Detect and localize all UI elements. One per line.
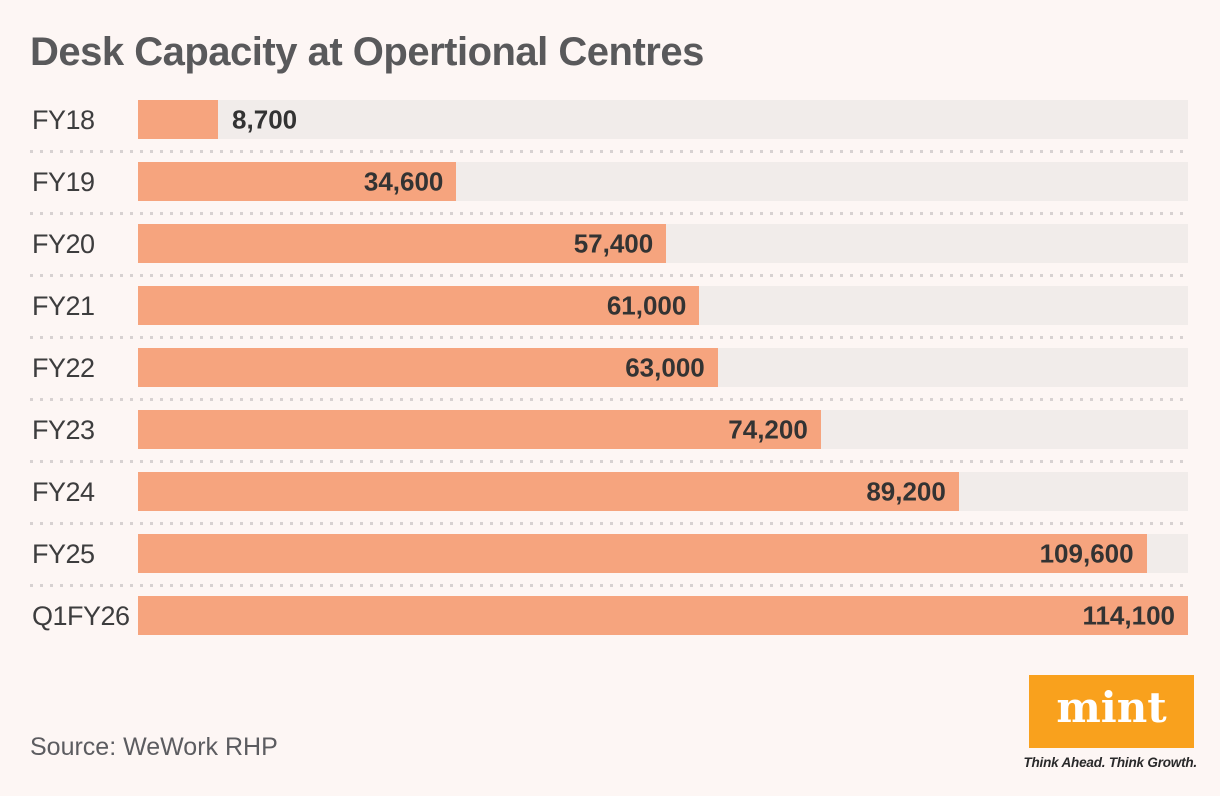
bar-row: FY23 74,200: [30, 399, 1188, 463]
source-note: Source: WeWork RHP: [30, 733, 278, 761]
bar-track: 109,600: [138, 534, 1188, 573]
bar: [138, 224, 667, 263]
bar: [138, 472, 959, 511]
bar: [138, 100, 219, 139]
value-label: 61,000: [606, 290, 687, 320]
bar-row: Q1FY26 114,100: [30, 585, 1188, 647]
value-label: 8,700: [232, 104, 298, 134]
value-label: 63,000: [625, 352, 705, 382]
category-label: FY20: [32, 229, 95, 259]
bar: [138, 348, 718, 387]
bar-track: 63,000: [138, 348, 1188, 387]
category-label: FY25: [32, 539, 95, 569]
chart-title: Desk Capacity at Opertional Centres: [30, 30, 704, 74]
bar-track: 74,200: [138, 410, 1188, 449]
category-label: FY18: [32, 105, 95, 135]
value-label: 109,600: [1039, 538, 1134, 568]
value-label: 57,400: [573, 228, 654, 258]
category-label: FY22: [32, 353, 95, 383]
category-label: Q1FY26: [32, 601, 130, 631]
bar-row: FY25 109,600: [30, 523, 1188, 587]
bar-track: 34,600: [138, 162, 1188, 201]
bar-track: 114,100: [138, 596, 1188, 635]
bar-track: 89,200: [138, 472, 1188, 511]
value-label: 34,600: [363, 166, 444, 196]
category-label: FY23: [32, 415, 95, 445]
bar-track: 61,000: [138, 286, 1188, 325]
category-label: FY21: [32, 291, 95, 321]
bar-chart: FY18 8,700 FY19 34,600 FY20 57,400 FY21 …: [30, 89, 1188, 647]
bar: [138, 286, 700, 325]
bar: [138, 162, 457, 201]
brand-block: mint Think Ahead. Think Growth.: [1023, 675, 1197, 770]
bar: [138, 596, 1188, 635]
bar-track: 57,400: [138, 224, 1188, 263]
bar-row: FY20 57,400: [30, 213, 1188, 277]
mint-logo-text: mint: [1056, 682, 1167, 732]
bar-row: FY19 34,600: [30, 151, 1188, 215]
brand-tagline: Think Ahead. Think Growth.: [1023, 755, 1197, 770]
bar-row: FY24 89,200: [30, 461, 1188, 525]
bar: [138, 410, 821, 449]
bar-row: FY22 63,000: [30, 337, 1188, 401]
value-label: 114,100: [1082, 600, 1175, 630]
bar-row: FY21 61,000: [30, 275, 1188, 339]
value-label: 89,200: [866, 476, 946, 506]
value-label: 74,200: [728, 414, 808, 444]
category-label: FY24: [32, 477, 95, 507]
bar: [138, 534, 1147, 573]
bar-row: FY18 8,700: [30, 89, 1188, 153]
category-label: FY19: [32, 167, 95, 197]
mint-logo: mint: [1029, 675, 1194, 748]
bar-track: 8,700: [138, 100, 1188, 139]
